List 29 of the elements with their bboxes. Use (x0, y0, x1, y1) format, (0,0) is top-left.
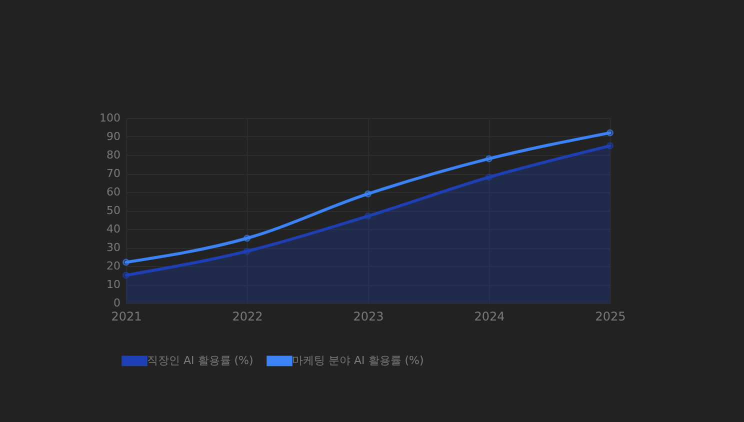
y-tick-label: 20 (106, 260, 120, 272)
point (122, 272, 130, 279)
point (244, 248, 250, 255)
y-tick-label: 0 (114, 296, 120, 310)
point (486, 155, 492, 162)
y-tick-label: 50 (106, 204, 120, 217)
point (364, 212, 372, 220)
x-tick-label: 2021 (111, 310, 142, 324)
y-tick-label: 90 (106, 130, 120, 143)
x-tick-label: 2022 (232, 310, 263, 324)
point (486, 174, 492, 181)
y-tick-label: 10 (106, 278, 120, 291)
line-series (122, 129, 614, 266)
point (606, 129, 614, 136)
y-tick-label: 70 (106, 167, 120, 180)
y-tick-label: 80 (106, 148, 120, 162)
x-tick-label: 2025 (595, 310, 626, 324)
legend-label: 마케팅 분야 AI 활용률 (%) (292, 354, 424, 367)
y-tick-label: 100 (100, 112, 120, 124)
x-tick-label: 2024 (474, 310, 505, 324)
point (364, 190, 372, 198)
point (606, 142, 614, 150)
y-tick-label: 30 (106, 241, 120, 254)
point (244, 234, 250, 242)
point (122, 258, 130, 266)
y-tick-label: 40 (106, 222, 120, 236)
x-tick-label: 2023 (353, 310, 384, 324)
legend-label: 직장인 AI 활용률 (%) (147, 354, 254, 367)
y-tick-label: 60 (106, 186, 120, 198)
